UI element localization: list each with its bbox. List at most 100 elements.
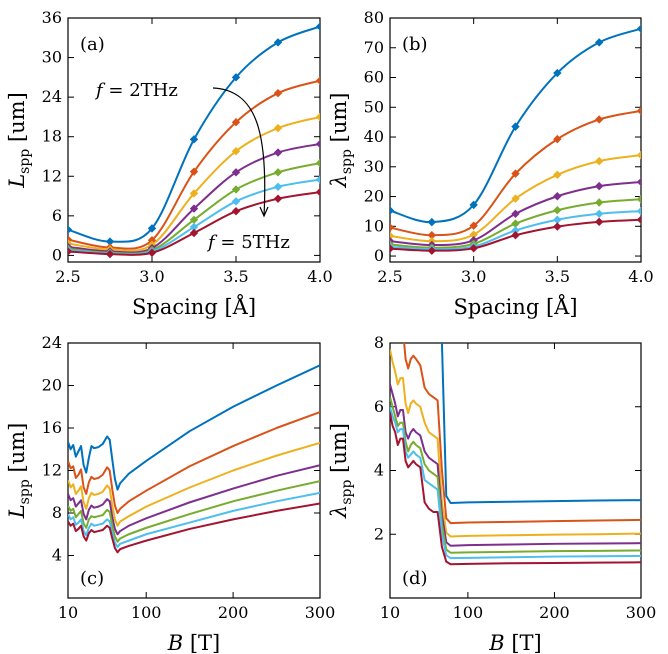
y-tick-label: 24 [42,87,62,106]
data-point [390,231,395,241]
data-point [553,68,562,78]
x-tick-label: 200 [218,603,249,622]
panel-label: (d) [402,568,428,589]
data-point [315,175,320,184]
x-tick-label: 10 [58,603,78,622]
y-tick-label: 6 [52,206,62,225]
data-point [189,167,199,176]
panel-a: 2.5 3.0 3.5 4.0 0 6 12 18 24 30 36 (a) Spacing [Å] Ls… [5,8,333,319]
y-tick-label: 0 [374,246,384,265]
data-point [273,168,283,177]
data-point [553,134,562,144]
data-point [594,38,604,47]
data-point [553,222,562,231]
y-axis-label: λspp [um] [327,423,355,519]
data-point [636,106,641,116]
data-point [231,147,241,156]
data-point [315,22,320,31]
frequency-arrow [212,87,266,217]
data-point [594,115,604,124]
data-point [273,123,283,133]
y-tick-label: 18 [42,127,62,146]
data-point [273,182,283,192]
y-tick-label: 20 [42,376,62,395]
data-point [636,206,641,216]
data-point [231,117,241,127]
data-point [315,76,320,85]
data-point [273,88,283,98]
x-tick-label: 100 [131,603,162,622]
data-point [315,158,320,168]
data-point [315,139,320,149]
data-point [511,231,520,240]
y-axis-label: Lspp [um] [5,92,33,189]
y-tick-label: 24 [42,333,62,352]
data-point [594,156,604,166]
data-point [273,38,283,47]
data-point [273,194,283,203]
data-point [636,24,641,33]
series-line-4 [68,464,320,536]
arrow-head [259,206,269,218]
data-point [553,215,562,224]
panel-label: (b) [402,34,428,55]
panel-b: 2.5 3.0 3.5 4.0 0 10 20 30 40 50 60 70 80 (b) Spacing … [327,8,654,319]
data-point [427,246,437,255]
y-tick-label: 2 [374,524,384,543]
data-point [147,248,157,257]
data-point [594,209,604,219]
data-point [469,200,478,210]
x-axis-label: Spacing [Å] [453,294,577,319]
panel-c: 10 100 200 300 4 8 12 16 20 24 (c) B [T] Lspp [um] [5,333,335,654]
x-tick-label: 4.0 [307,267,332,286]
series-line-3 [390,349,641,538]
data-point [594,217,604,227]
series-line-4 [390,384,641,547]
series-line-3 [68,441,320,527]
data-point [390,223,395,232]
data-point [511,169,520,178]
y-tick-label: 6 [374,397,384,416]
data-point [390,206,395,215]
data-point [469,221,478,230]
data-point [231,73,241,82]
data-point [594,181,604,191]
data-point [469,244,478,253]
x-tick-label: 300 [626,603,657,622]
data-point [105,249,115,259]
data-point [189,189,199,198]
data-point [427,217,437,227]
y-tick-label: 12 [42,166,62,185]
x-axis-label: Spacing [Å] [132,294,256,319]
y-tick-label: 16 [42,418,62,437]
x-tick-label: 300 [305,603,336,622]
y-tick-label: 12 [42,461,62,480]
plot-frame [389,17,642,263]
data-point [273,148,283,157]
data-point [553,206,562,215]
data-point [189,204,199,213]
data-point [511,219,520,228]
data-point [68,225,73,234]
x-axis-label: B [T] [488,631,542,654]
data-point [636,195,641,204]
y-tick-label: 0 [52,245,62,264]
data-point [189,228,199,238]
x-tick-label: 3.0 [139,267,164,286]
x-tick-label: 3.0 [461,267,486,286]
x-tick-label: 2.5 [55,267,80,286]
panel-d: 10 100 200 300 2 4 6 8 (d) B [T] λspp [um] [327,333,657,654]
data-point [189,135,199,144]
series-line-1 [68,364,320,491]
plot-frame [389,342,642,599]
y-tick-label: 4 [52,546,62,565]
data-point [636,215,641,224]
series-line-5 [390,396,641,554]
y-tick-label: 70 [364,38,384,57]
series-line-6 [390,406,641,560]
data-point [68,247,73,256]
y-tick-label: 8 [52,503,62,522]
y-tick-label: 8 [374,333,384,352]
data-point [511,209,520,219]
